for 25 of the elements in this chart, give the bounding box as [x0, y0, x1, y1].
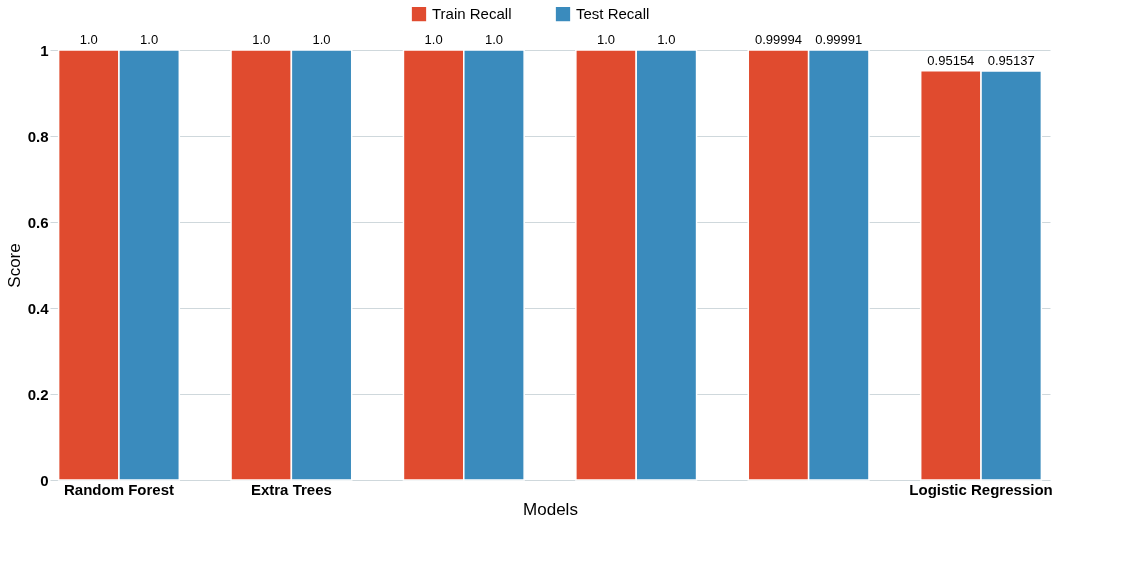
- y-tick-label: 0.6: [27, 213, 49, 231]
- data-label: 1.0: [597, 32, 616, 47]
- x-tick-label: Random Forest: [63, 480, 174, 498]
- data-label: 1.0: [140, 32, 159, 47]
- x-axis-title: Models: [523, 499, 578, 519]
- data-label: 1.0: [657, 32, 676, 47]
- y-tick-label: 0: [40, 471, 49, 489]
- data-label: 0.99994: [754, 32, 802, 48]
- y-tick-label: 1: [40, 41, 49, 59]
- legend-label: Test Recall: [576, 5, 650, 23]
- data-label: 0.95154: [927, 52, 975, 68]
- data-label: 1.0: [424, 32, 443, 47]
- legend-label: Train Recall: [432, 5, 512, 23]
- y-tick-label: 0.8: [27, 127, 49, 145]
- y-tick-label: 0.4: [27, 299, 50, 317]
- y-axis-title: Score: [4, 243, 24, 288]
- data-label: 0.99991: [815, 32, 863, 48]
- data-label: 1.0: [312, 32, 331, 47]
- data-label: 1.0: [484, 32, 503, 47]
- data-label: 0.95137: [987, 52, 1035, 68]
- y-tick-label: 0.2: [27, 385, 49, 403]
- data-label: 1.0: [252, 32, 271, 47]
- x-tick-label: Logistic Regression: [909, 480, 1053, 498]
- x-tick-label: Extra Trees: [250, 480, 332, 498]
- data-label: 1.0: [79, 32, 98, 47]
